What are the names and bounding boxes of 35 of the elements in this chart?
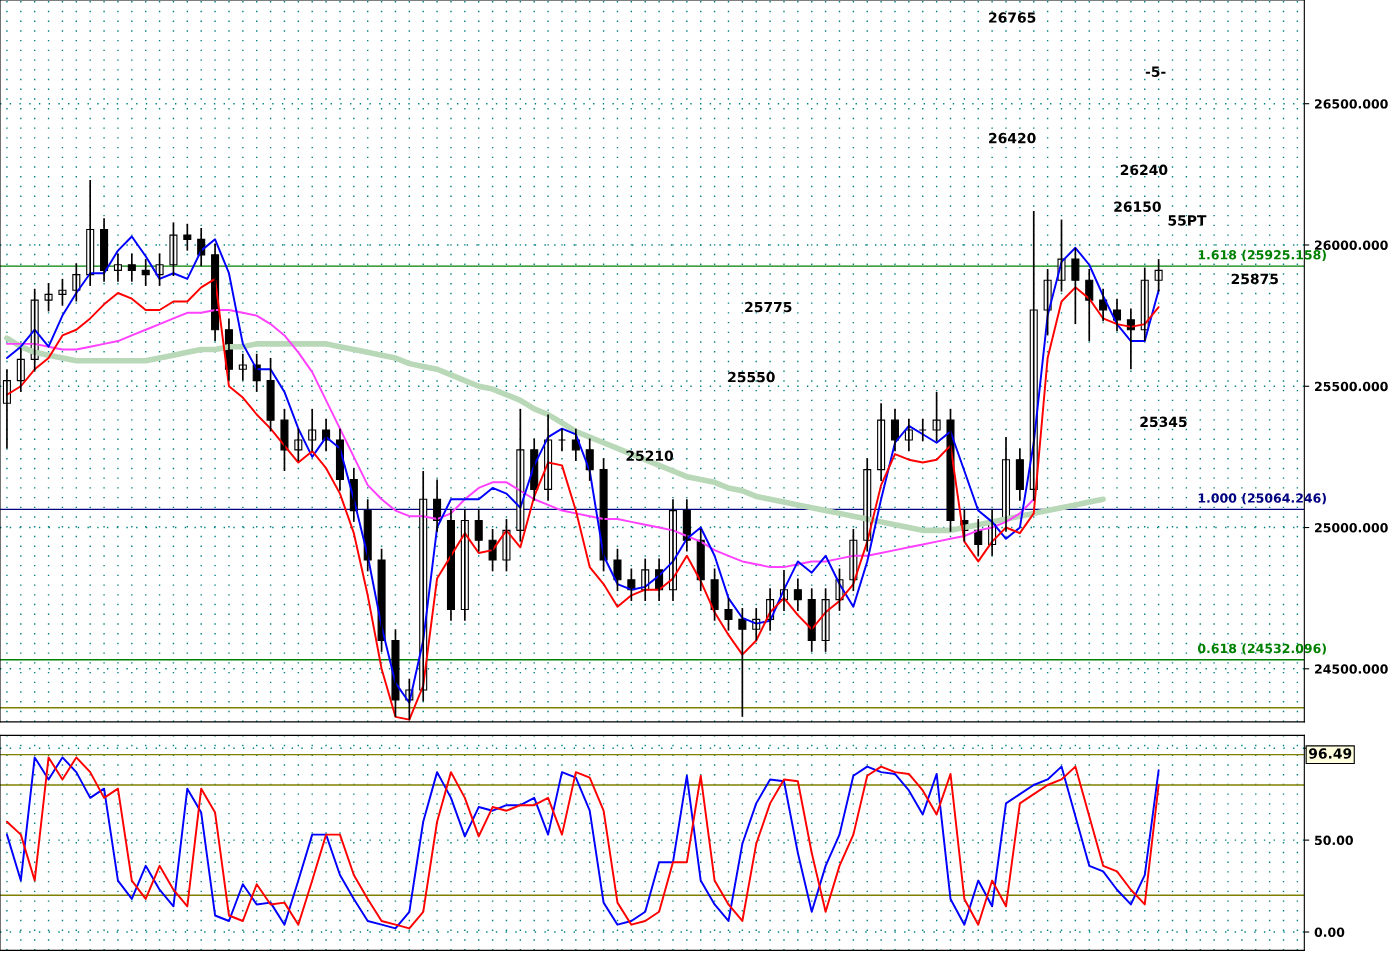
annotation: 26240 xyxy=(1120,164,1168,176)
y-tick-label: 26500.000 xyxy=(1315,99,1388,109)
annotation: 55PT xyxy=(1168,215,1207,226)
annotation: -5- xyxy=(1145,66,1166,77)
candlestick xyxy=(155,252,164,287)
annotation: 25210 xyxy=(626,450,674,462)
annotation: 25875 xyxy=(1231,273,1278,285)
y-tick-label: 26000.000 xyxy=(1315,240,1388,250)
annotation: 26150 xyxy=(1114,201,1161,212)
annotation: 26420 xyxy=(989,132,1036,144)
annotation: 26765 xyxy=(989,12,1036,23)
candlestick xyxy=(58,278,67,307)
y-tick-label: 25000.000 xyxy=(1315,523,1388,533)
annotation: 25775 xyxy=(745,301,792,313)
candlestick xyxy=(502,518,511,573)
line-series xyxy=(5,756,1160,930)
y-tick-label: 24500.000 xyxy=(1315,664,1388,674)
candlestick xyxy=(821,587,830,653)
y-tick-label: 25500.000 xyxy=(1315,381,1388,392)
text: 96.49 xyxy=(1308,748,1352,759)
candlestick xyxy=(44,282,53,313)
annotation: 25345 xyxy=(1140,416,1187,428)
candlestick xyxy=(599,457,608,573)
y-tick-label: 50.00 xyxy=(1315,835,1353,846)
candlestick xyxy=(724,597,733,632)
y-tick-label: 0.00 xyxy=(1314,927,1345,937)
candlestick xyxy=(391,628,400,718)
candlestick xyxy=(710,567,719,622)
candlestick xyxy=(613,547,622,592)
candlestick xyxy=(266,357,275,433)
candlestick xyxy=(169,221,178,277)
candlestick xyxy=(1071,246,1080,325)
candlestick xyxy=(932,391,941,443)
annotation: 25550 xyxy=(728,371,775,383)
candlestick xyxy=(377,547,386,653)
